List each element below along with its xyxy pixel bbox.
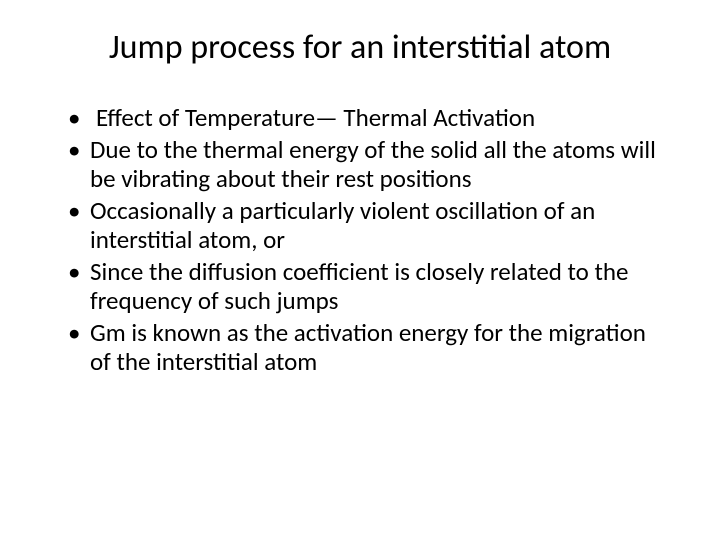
list-item: Due to the thermal energy of the solid a… [68,135,660,194]
list-item: Effect of Temperature— Thermal Activatio… [68,103,660,133]
slide-title: Jump process for an interstitial atom [40,28,680,67]
list-item: Gm is known as the activation energy for… [68,318,660,377]
list-item: Since the diffusion coefficient is close… [68,257,660,316]
slide: Jump process for an interstitial atom Ef… [0,0,720,540]
list-item: Occasionally a particularly violent osci… [68,196,660,255]
bullet-list: Effect of Temperature— Thermal Activatio… [40,103,680,377]
